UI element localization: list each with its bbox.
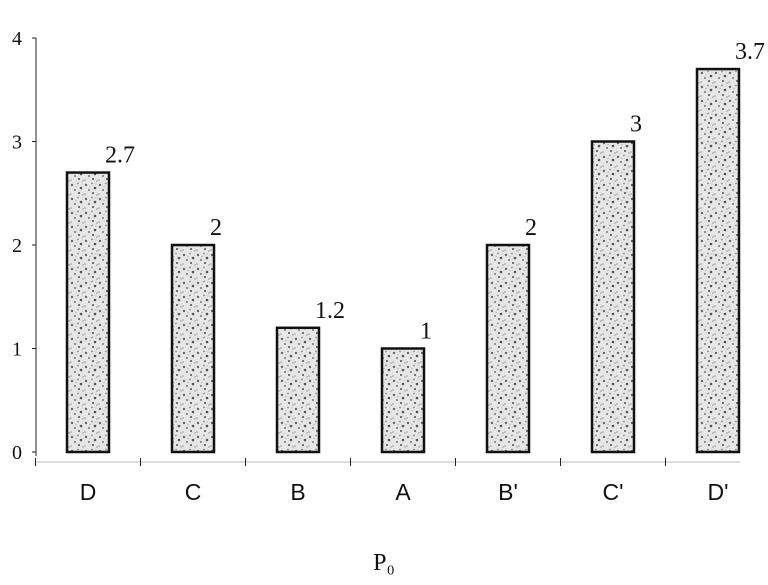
- labels: 2.7 D 2 C 1.2 B 1 A 2 B' 3 C' 3.7 D' P₀: [80, 39, 765, 576]
- bar-2: [275, 326, 321, 454]
- y-tick-label: 4: [12, 28, 22, 50]
- bar-value-label: 2.7: [105, 143, 135, 169]
- bar-value-label: 3: [630, 112, 642, 138]
- category-label: C: [185, 479, 202, 505]
- y-tick-label: 1: [12, 339, 22, 361]
- bar-3: [380, 347, 426, 454]
- bars: [65, 67, 741, 454]
- bar-value-label: 1: [420, 319, 432, 345]
- y-tick-label: 3: [12, 132, 22, 154]
- category-label: A: [395, 479, 411, 505]
- y-tick-label: 0: [12, 442, 22, 464]
- bar-value-label: 2: [210, 215, 222, 241]
- axes: 0 1 2 3 4: [12, 28, 740, 466]
- category-label: D': [707, 479, 728, 505]
- bar-0: [65, 171, 111, 454]
- x-axis-title: P₀: [373, 550, 395, 576]
- y-tick-label: 2: [12, 235, 22, 257]
- category-label: B: [290, 479, 305, 505]
- bar-1: [170, 243, 216, 454]
- category-label: D: [80, 479, 97, 505]
- bar-5: [590, 140, 636, 454]
- bar-value-label: 2: [525, 215, 537, 241]
- bar-value-label: 3.7: [735, 39, 765, 65]
- bar-4: [485, 243, 531, 454]
- bar-value-label: 1.2: [315, 298, 345, 324]
- category-label: B': [498, 479, 518, 505]
- bar-6: [695, 67, 741, 454]
- category-label: C': [602, 479, 623, 505]
